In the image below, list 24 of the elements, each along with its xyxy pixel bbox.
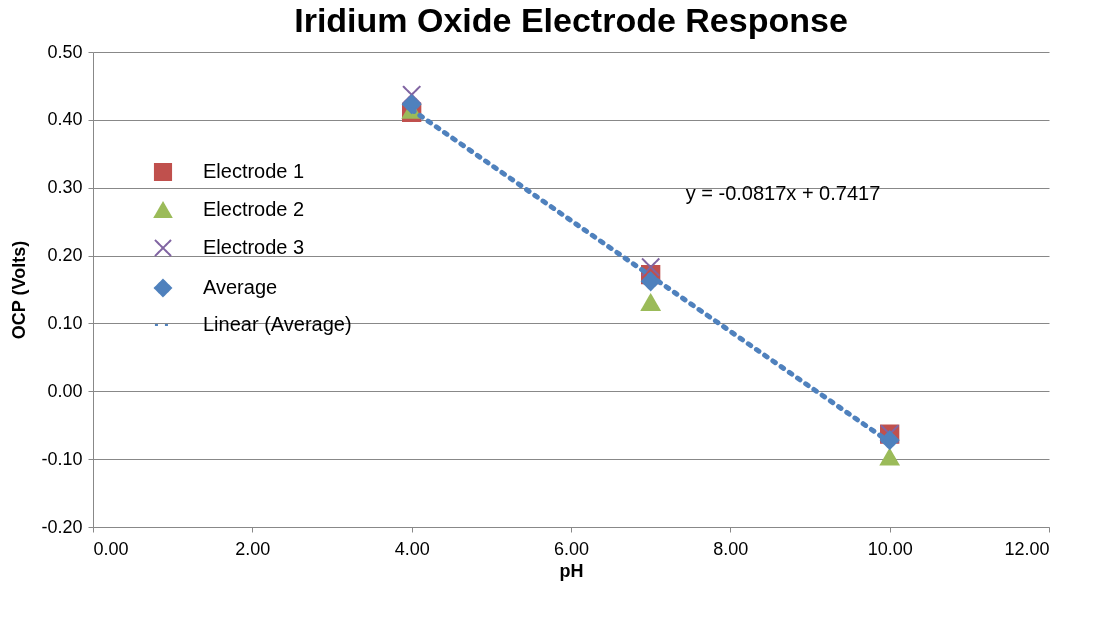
legend-label: Linear (Average)	[203, 313, 352, 335]
y-tick-label: 0.20	[47, 245, 83, 266]
legend-label: Electrode 3	[203, 236, 305, 258]
y-tick-label: 0.10	[47, 312, 83, 333]
chart-title: Iridium Oxide Electrode Response	[294, 1, 848, 39]
x-tick-label: 0.00	[93, 538, 129, 559]
y-axis-title: OCP (Volts)	[9, 240, 30, 340]
legend-label: Electrode 1	[203, 160, 305, 182]
x-tick-label: 2.00	[235, 538, 271, 559]
y-tick-label: 0.30	[47, 177, 83, 198]
x-tick-label: 12.00	[1004, 538, 1050, 559]
y-tick-label: 0.40	[47, 109, 83, 130]
y-tick-label: 0.50	[47, 41, 83, 62]
y-tick-label: -0.10	[41, 448, 83, 469]
y-tick-label: 0.00	[47, 380, 83, 401]
x-tick-label: 6.00	[553, 538, 590, 559]
y-tick-label: -0.20	[41, 516, 83, 537]
x-tick-label: 4.00	[394, 538, 430, 559]
legend-label: Average	[203, 276, 278, 298]
x-tick-label: 10.00	[867, 538, 913, 559]
annotation: y = -0.0817x + 0.7417	[685, 182, 881, 204]
legend-label: Electrode 2	[203, 198, 305, 220]
x-tick-label: 8.00	[713, 538, 749, 559]
x-axis-title: pH	[559, 560, 584, 581]
